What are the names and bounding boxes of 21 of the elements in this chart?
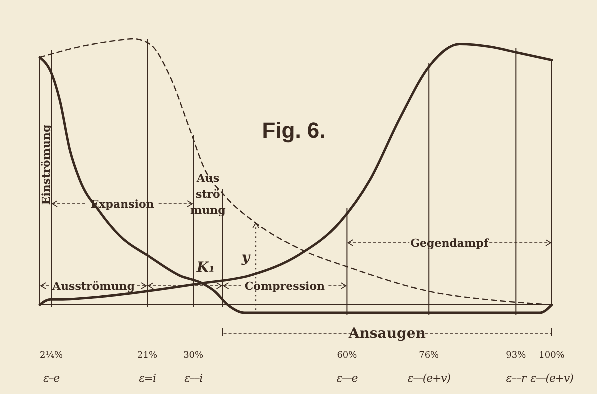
text: ε––(e+v)	[408, 372, 451, 385]
annotation: Compression	[244, 280, 326, 293]
x-tick-label: 100%	[539, 351, 566, 361]
text: ε––r	[506, 372, 528, 385]
x-tick-label: 30%	[184, 351, 204, 361]
x-tick-label: 2¼%	[40, 351, 64, 361]
annotation: Ausströmung	[52, 280, 136, 293]
annotation: y	[240, 250, 251, 266]
annotation: Einströmung	[40, 124, 53, 206]
text: ε=i	[139, 372, 156, 385]
x-tick-label: 93%	[506, 351, 527, 361]
x-tick-label: 76%	[419, 351, 440, 361]
text: ε––i	[184, 372, 203, 385]
text: Fig. 6.	[262, 118, 326, 143]
text: ε–e	[43, 372, 61, 385]
text: ε––(e+v)	[530, 372, 574, 385]
x-tick-label: 60%	[337, 351, 358, 361]
x-tick-label: 21%	[138, 351, 158, 361]
text: ε––e	[336, 372, 359, 385]
annotation: K₁	[196, 260, 216, 276]
text: Ansaugen	[348, 326, 426, 342]
